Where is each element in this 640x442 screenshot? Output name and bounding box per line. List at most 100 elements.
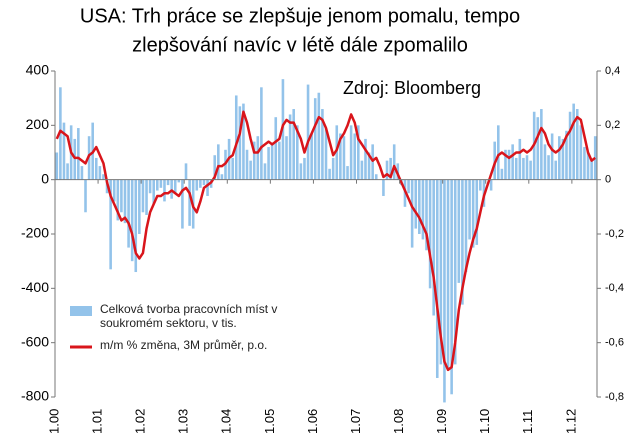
bar <box>242 103 245 180</box>
bar <box>245 149 249 180</box>
bar <box>389 157 392 180</box>
bar <box>156 179 159 191</box>
bar <box>353 133 357 180</box>
y-tick-label: 200 <box>26 116 50 132</box>
bar <box>127 179 130 248</box>
bar <box>339 133 342 180</box>
bar <box>206 179 209 196</box>
bar <box>554 160 558 180</box>
x-tick-label: 1.06 <box>305 409 320 434</box>
bar <box>450 179 453 395</box>
bar <box>346 166 349 180</box>
y2-tick-label: -0,2 <box>605 228 624 240</box>
annotation: Zdroj: Bloomberg <box>343 78 481 98</box>
bar <box>575 109 579 180</box>
bar <box>299 163 303 180</box>
bar <box>317 92 321 180</box>
bar <box>285 136 288 180</box>
bar <box>252 141 256 180</box>
bar <box>202 179 206 186</box>
bar <box>62 122 66 180</box>
bar <box>453 179 457 365</box>
x-tick-label: 1.03 <box>176 409 191 434</box>
bar <box>518 138 522 180</box>
bar <box>590 160 593 180</box>
bar <box>102 174 105 180</box>
x-tick-label: 1.09 <box>434 409 449 434</box>
bar <box>94 157 98 180</box>
bar <box>464 179 468 273</box>
bar <box>536 117 540 180</box>
bar <box>446 179 450 370</box>
bar <box>213 155 217 180</box>
bar <box>522 157 525 180</box>
legend-swatch <box>70 306 92 316</box>
x-tick-label: 1.12 <box>563 409 578 434</box>
bar <box>292 109 295 180</box>
y-tick-label: -800 <box>21 388 49 404</box>
bar <box>116 179 120 221</box>
legend-item: m/m % změna, 3M průměr, p.o. <box>70 338 320 352</box>
bar <box>500 168 504 180</box>
bar <box>166 179 170 186</box>
chart-subtitle: zlepšování navíc v létě dále zpomalilo <box>132 34 468 56</box>
bar <box>145 179 148 215</box>
bar <box>66 163 69 180</box>
legend-label: m/m % změna, 3M průměr, p.o. <box>100 338 268 352</box>
bar <box>558 136 561 180</box>
bar <box>364 138 367 180</box>
bar <box>195 179 199 191</box>
y-tick-label: -200 <box>21 225 49 241</box>
x-tick-label: 1.11 <box>520 410 535 434</box>
bar <box>321 109 324 180</box>
bar <box>109 179 112 270</box>
bar <box>507 149 511 180</box>
bar <box>141 179 145 213</box>
bar <box>439 179 443 365</box>
bar <box>181 179 184 229</box>
x-tick-label: 1.04 <box>219 409 234 434</box>
bar <box>306 84 310 180</box>
y2-tick-label: 0 <box>605 174 611 186</box>
bar <box>199 179 202 188</box>
legend-item: Celková tvorba pracovních míst v soukrom… <box>70 302 320 330</box>
bar <box>357 125 360 180</box>
bar <box>504 149 507 180</box>
bar <box>159 179 163 188</box>
bar <box>263 163 267 180</box>
bar <box>73 138 77 180</box>
bar <box>572 103 575 180</box>
bar <box>586 152 590 180</box>
legend-swatch <box>70 345 92 349</box>
bar <box>550 133 554 180</box>
bar <box>428 179 432 289</box>
bar <box>134 179 138 273</box>
bar <box>77 128 80 180</box>
bar <box>525 155 529 180</box>
bar <box>328 168 331 180</box>
bar <box>461 179 464 305</box>
y-tick-label: 400 <box>26 62 50 78</box>
bar <box>407 179 410 194</box>
y2-tick-label: -0,8 <box>605 391 624 403</box>
bar <box>360 160 364 180</box>
bar <box>579 125 583 180</box>
bar <box>173 179 177 194</box>
bar <box>220 174 224 180</box>
chart-title: USA: Trh práce se zlepšuje jenom pomalu,… <box>80 5 520 27</box>
bar <box>583 147 586 180</box>
x-tick-label: 1.02 <box>133 409 148 434</box>
bar <box>342 136 346 180</box>
y2-tick-label: -0,4 <box>605 282 624 294</box>
bar <box>278 141 281 180</box>
bar <box>303 157 306 180</box>
y2-tick-label: 0,4 <box>605 65 620 77</box>
bar <box>432 179 435 316</box>
legend: Celková tvorba pracovních míst v soukrom… <box>70 302 320 360</box>
bar <box>256 136 260 180</box>
bar <box>418 179 421 234</box>
bar <box>80 166 84 180</box>
bar <box>184 163 188 180</box>
bar <box>112 179 116 202</box>
